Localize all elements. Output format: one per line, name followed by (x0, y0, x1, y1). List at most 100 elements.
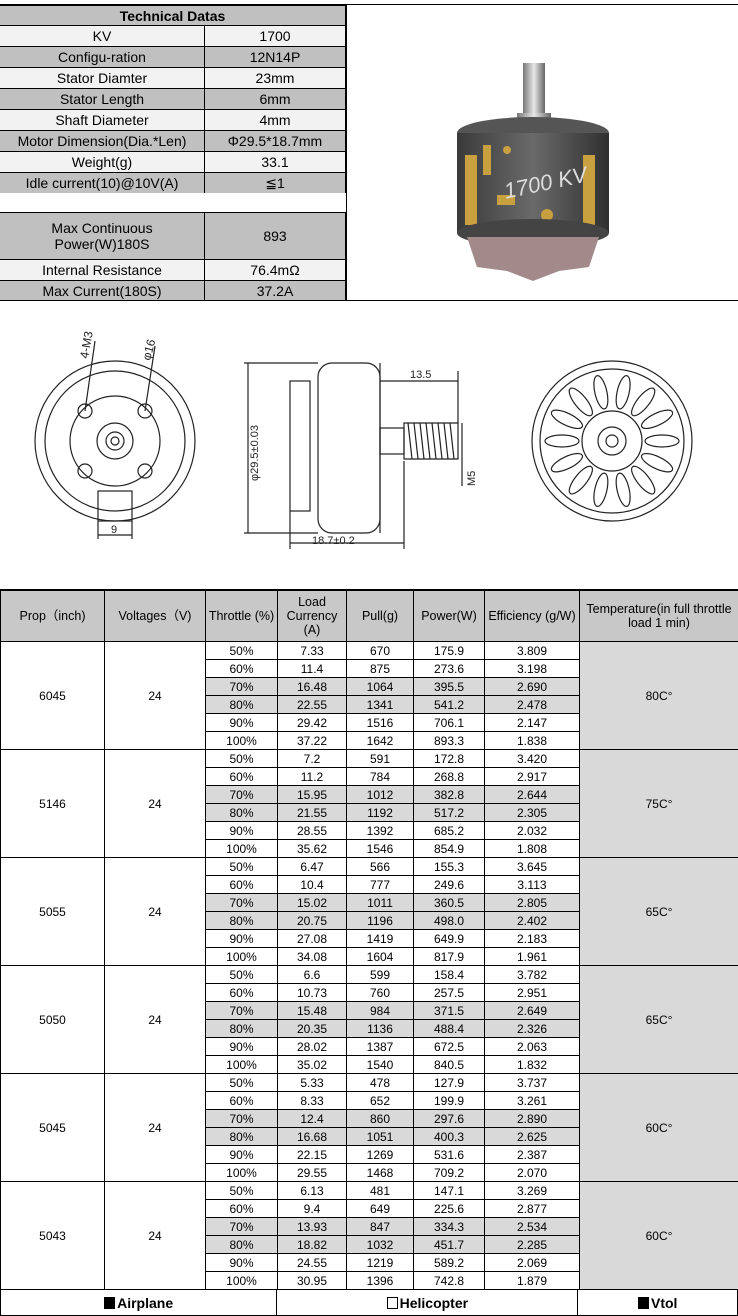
thread-label: M5 (466, 471, 478, 486)
filled-square-icon (104, 1296, 116, 1309)
pull-cell: 1516 (346, 713, 414, 732)
pull-cell: 566 (346, 857, 414, 876)
spec-label: Motor Dimension(Dia.*Len) (0, 131, 205, 151)
rotor-slot (568, 465, 594, 495)
spec-label: Max Current(180S) (0, 281, 205, 300)
power-cell: 371.5 (413, 1001, 485, 1020)
performance-table: Prop（inch) Voltages（V) Throttle (%) Load… (0, 590, 738, 1290)
power-cell: 297.6 (413, 1109, 485, 1128)
power-cell: 589.2 (413, 1253, 485, 1272)
throttle-cell: 50% (205, 1181, 278, 1200)
table-row: 90% 24.55 1219 589.2 2.069 (1, 1253, 738, 1272)
power-cell: 400.3 (413, 1127, 485, 1146)
header-prop: Prop（inch) (0, 590, 105, 642)
efficiency-cell: 1.961 (484, 947, 580, 966)
current-cell: 21.55 (277, 803, 347, 822)
power-cell: 395.5 (413, 677, 485, 696)
efficiency-cell: 3.198 (484, 659, 580, 678)
power-cell: 382.8 (413, 785, 485, 804)
table-row: 5146 24 50% 7.2 591 172.8 3.420 75C° (0, 749, 738, 858)
efficiency-cell: 2.649 (484, 1001, 580, 1020)
temperature-cell: 60C° (579, 1073, 738, 1182)
header-throttle: Throttle (%) (205, 590, 278, 642)
spec-label: KV (0, 26, 205, 46)
current-cell: 35.62 (277, 839, 347, 858)
current-cell: 10.73 (277, 983, 347, 1002)
throttle-cell: 70% (205, 893, 278, 912)
temperature-cell: 65C° (579, 965, 738, 1074)
pull-cell: 984 (346, 1001, 414, 1020)
spec-label: Shaft Diameter (0, 110, 205, 130)
bottom-view: 4-M3 φ16 9 (34, 330, 196, 539)
table-row: 70% 16.48 1064 395.5 2.690 (1, 677, 738, 696)
current-cell: 11.4 (277, 659, 347, 678)
power-cell: 685.2 (413, 821, 485, 840)
pull-cell: 478 (346, 1073, 414, 1092)
throttle-cell: 80% (205, 911, 278, 930)
efficiency-cell: 2.285 (484, 1235, 580, 1254)
pull-cell: 1604 (346, 947, 414, 966)
prop-cell: 5055 (0, 857, 105, 966)
gap (0, 193, 346, 213)
table-row: 6045 24 50% 7.33 670 175.9 3.809 80C° (0, 641, 738, 750)
spec-value: Φ29.5*18.7mm (205, 131, 346, 151)
prop-cell: 5043 (0, 1181, 105, 1290)
efficiency-cell: 2.326 (484, 1019, 580, 1038)
throttle-cell: 90% (205, 1253, 278, 1272)
aircraft-type-legend: Airplane Helicopter Vtol (0, 1289, 738, 1316)
pull-cell: 1546 (346, 839, 414, 858)
rotor-slot (550, 452, 584, 473)
pull-cell: 1387 (346, 1037, 414, 1056)
efficiency-cell: 2.387 (484, 1145, 580, 1164)
current-cell: 9.4 (277, 1199, 347, 1218)
efficiency-cell: 3.113 (484, 875, 580, 894)
throttle-cell: 60% (205, 983, 278, 1002)
power-cell: 817.9 (413, 947, 485, 966)
pull-cell: 1136 (346, 1019, 414, 1038)
base-width-label: 9 (111, 524, 117, 536)
power-cell: 706.1 (413, 713, 485, 732)
throttle-cell: 50% (205, 965, 278, 984)
power-cell: 840.5 (413, 1055, 485, 1074)
power-cell: 199.9 (413, 1091, 485, 1110)
current-cell: 29.55 (277, 1163, 347, 1182)
prop-cell: 5146 (0, 749, 105, 858)
efficiency-cell: 2.063 (484, 1037, 580, 1056)
temperature-cell: 80C° (579, 641, 738, 750)
length-label: 18.7±0.2 (312, 535, 355, 547)
efficiency-cell: 1.808 (484, 839, 580, 858)
pull-cell: 1011 (346, 893, 414, 912)
rotor-slot (615, 472, 631, 507)
spec-label: Idle current(10)@10V(A) (0, 173, 205, 193)
current-cell: 29.42 (277, 713, 347, 732)
pull-cell: 481 (346, 1181, 414, 1200)
efficiency-cell: 2.951 (484, 983, 580, 1002)
efficiency-cell: 3.645 (484, 857, 580, 876)
throttle-cell: 100% (205, 731, 278, 750)
spec-label: Weight(g) (0, 152, 205, 172)
pull-cell: 1012 (346, 785, 414, 804)
spec-value: 893 (205, 213, 346, 259)
throttle-cell: 60% (205, 1091, 278, 1110)
pull-cell: 760 (346, 983, 414, 1002)
legend-label: Airplane (117, 1294, 174, 1311)
pull-cell: 1196 (346, 911, 414, 930)
technical-data-table: Technical Datas KV 1700 Configu-ration 12N… (0, 5, 346, 301)
throttle-cell: 70% (205, 785, 278, 804)
efficiency-cell: 2.877 (484, 1199, 580, 1218)
legend-label: Vtol (650, 1294, 678, 1311)
efficiency-cell: 2.625 (484, 1127, 580, 1146)
current-cell: 20.75 (277, 911, 347, 930)
spec-value: ≦1 (205, 173, 346, 193)
power-cell: 488.4 (413, 1019, 485, 1038)
current-cell: 34.08 (277, 947, 347, 966)
rotor-slot (568, 387, 594, 417)
voltage-cell: 24 (104, 1073, 206, 1182)
throttle-cell: 100% (205, 1163, 278, 1182)
throttle-cell: 70% (205, 1109, 278, 1128)
throttle-cell: 50% (205, 1073, 278, 1092)
current-cell: 10.4 (277, 875, 347, 894)
power-cell: 451.7 (413, 1235, 485, 1254)
pull-cell: 860 (346, 1109, 414, 1128)
current-cell: 16.68 (277, 1127, 347, 1146)
